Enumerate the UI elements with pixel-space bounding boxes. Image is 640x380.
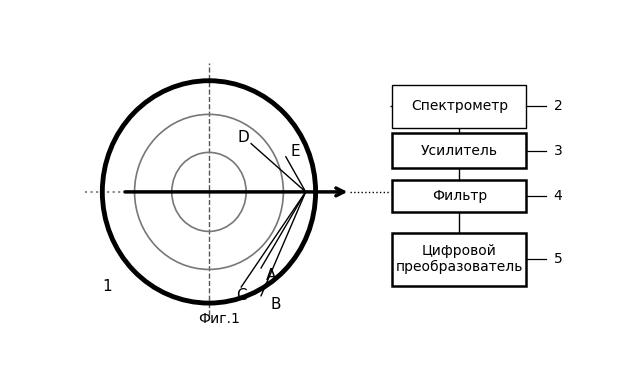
Text: Фиг.1: Фиг.1 xyxy=(198,312,240,326)
Bar xyxy=(392,233,527,285)
Bar xyxy=(392,133,527,168)
Text: E: E xyxy=(291,144,301,159)
Text: 1: 1 xyxy=(102,280,112,294)
Text: A: A xyxy=(266,268,276,283)
Text: Фильтр: Фильтр xyxy=(432,189,487,203)
Text: Усилитель: Усилитель xyxy=(421,144,498,158)
Text: D: D xyxy=(238,130,250,145)
Bar xyxy=(392,85,527,128)
Text: 2: 2 xyxy=(554,99,563,113)
Text: B: B xyxy=(271,297,281,312)
Text: Цифровой
преобразователь: Цифровой преобразователь xyxy=(396,244,523,274)
Text: C: C xyxy=(236,288,246,303)
Text: Спектрометр: Спектрометр xyxy=(411,99,508,113)
Bar xyxy=(392,180,527,212)
Text: 3: 3 xyxy=(554,144,563,158)
Text: 5: 5 xyxy=(554,252,563,266)
Text: 4: 4 xyxy=(554,189,563,203)
